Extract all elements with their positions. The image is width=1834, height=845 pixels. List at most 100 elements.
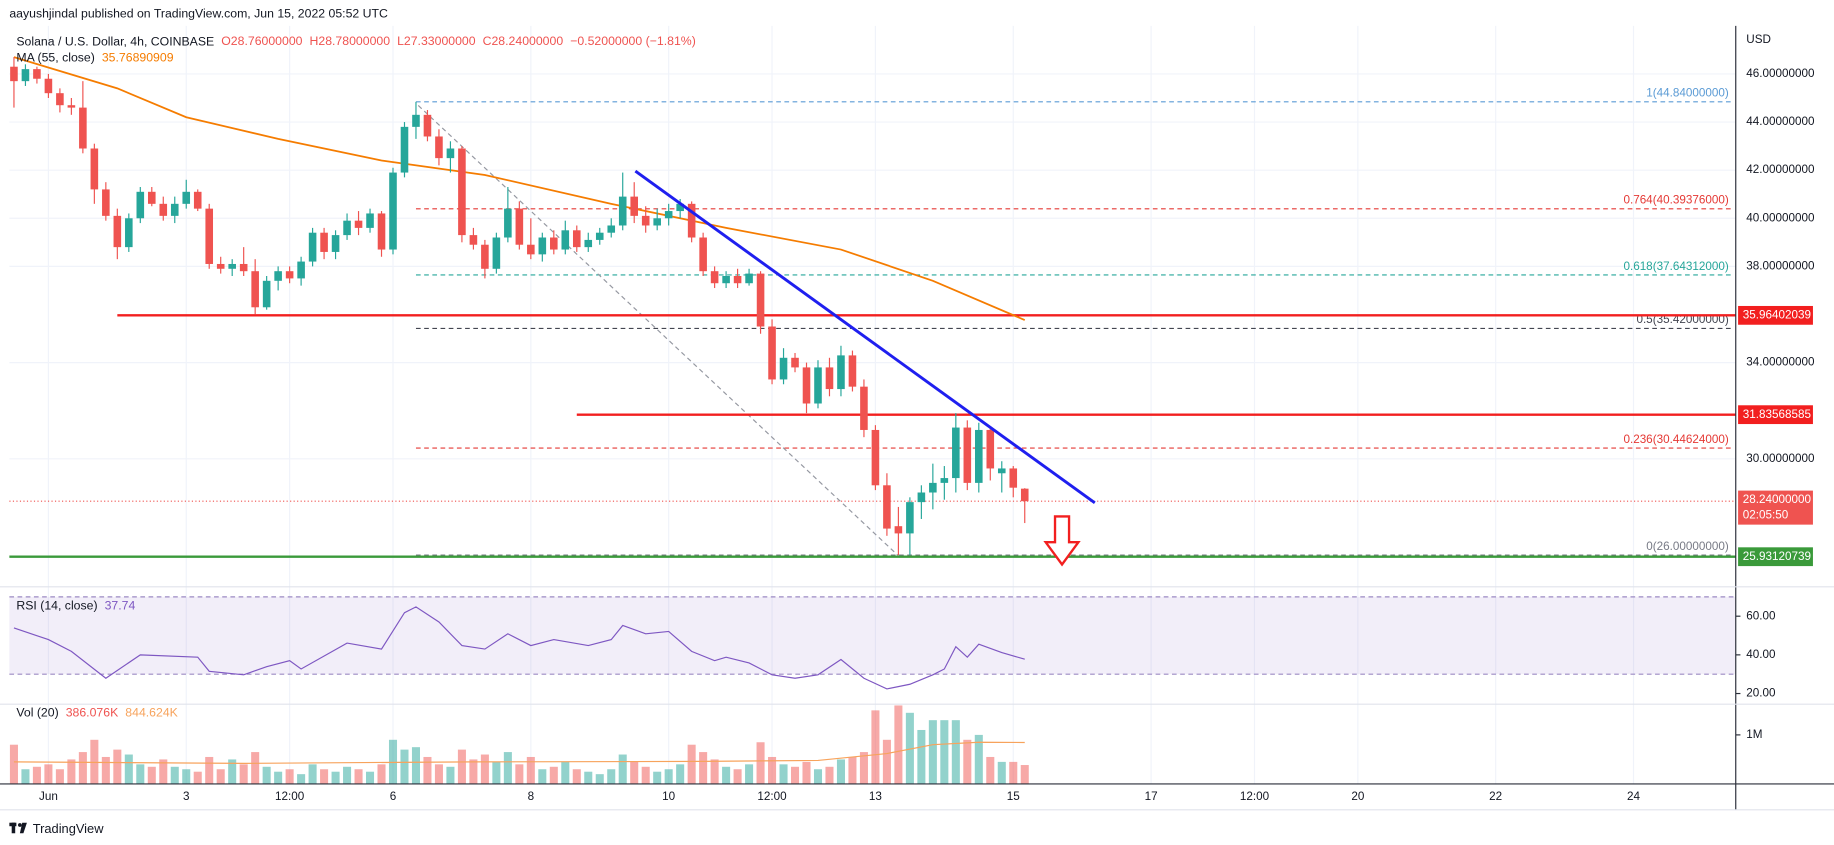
candle-body [653,218,661,226]
candle-body [44,78,53,94]
x-tick-label: Jun [39,790,58,803]
candle-body [56,93,64,106]
candle-body [997,468,1006,474]
volume-bar [917,729,926,784]
volume-ma [13,741,1025,764]
grid [9,25,1741,784]
volume-bar [274,771,283,784]
x-tick-label: 3 [183,790,190,803]
volume-bar [1009,761,1018,784]
candle-body [193,191,202,209]
candle-body [664,211,673,219]
down-arrow [1043,515,1081,567]
candle-body [618,196,627,226]
candle-body [814,367,822,404]
volume-bar [136,764,145,784]
candle-body [377,213,386,250]
logo-part [19,822,27,834]
volume-bar [859,752,868,784]
x-tick-label: 12:00 [757,790,787,803]
candle-body [825,367,834,390]
volume-bar [32,766,41,784]
candle-body [331,235,340,252]
volume-bar [653,771,662,784]
candle-body [251,271,259,308]
volume-bar [687,744,696,784]
logo-part [11,822,16,834]
candle-body [492,237,501,269]
fib-price: 26.00000000 [1657,540,1726,553]
candle-body [791,357,799,368]
x-tick-label: 15 [1007,790,1020,803]
volume-bar [469,759,478,784]
candle-body [297,261,305,279]
ma-legend: MA (55, close) 35.76890909 [16,51,173,65]
rsi-tick-label: 60.00 [1746,609,1776,622]
x-tick-label: 17 [1145,790,1158,803]
candle-body [584,239,593,248]
y-tick-label: 40.00000000 [1746,211,1815,224]
volume-bar [928,720,937,784]
plot: 1(44.84000000) 0.764(40.39376000) 0.618(37… [9,56,1736,784]
fib-label: 0.5(35.42000000) [1636,313,1728,326]
volume-bar [228,759,237,784]
fib-label: 0(26.00000000) [1646,540,1729,553]
x-tick-label: 24 [1627,790,1640,803]
ma-value: 35.76890909 [102,51,174,65]
candle-body [147,191,156,204]
footer-logo [9,822,27,834]
volume-bar [285,769,294,784]
volume-bar [377,764,386,784]
volume-bar [791,766,800,784]
candle-body [469,235,478,245]
volume-bar [871,710,880,784]
volume-bar [147,766,156,784]
volume-bar [618,754,627,784]
candle-body [481,244,489,269]
volume-bar [67,759,76,784]
candle-body [687,203,696,238]
rsi-tick-label: 20.00 [1746,687,1776,700]
volume-bar [595,774,604,784]
candle-body [228,263,236,269]
candle-body [929,482,937,493]
volume-bar [779,764,788,784]
volume-bar [699,752,708,784]
volume-bar [423,756,432,784]
volume-bar [802,761,811,784]
ohlc-value: L27.33000000 [397,34,476,48]
volume-bar [813,769,823,784]
volume-bar [756,742,765,784]
fib-ratio: 0 [1646,540,1653,553]
candle-body [963,427,972,483]
volume-bar [320,769,329,784]
volume-bar [963,739,972,784]
volume-bar [113,749,122,784]
candle-body [412,114,420,127]
volume-name: Vol (20) [16,706,58,720]
candle-body [90,148,99,190]
candle-body [917,492,926,503]
ma-name: MA (55, close) [16,51,94,65]
fib-label: 0.764(40.39376000) [1623,194,1728,207]
candle-body [940,478,949,483]
volume-bar [182,769,191,784]
volume-bar [664,769,673,784]
fib-ratio: 0.5 [1636,313,1653,326]
volume-bar [44,764,53,784]
volume-bar [331,771,340,784]
candle-body [733,276,742,284]
fib-price: 44.84000000 [1657,87,1726,100]
fib-label: 0.236(30.44624000) [1623,433,1728,446]
x-tick-label: 8 [528,790,535,803]
candle-body [125,218,133,248]
price-tag [1738,547,1813,567]
volume-bar [974,734,983,784]
x-tick-label: 12:00 [275,790,305,803]
volume-bar [825,766,834,784]
volume-bar [251,752,260,784]
y-tick-label: 34.00000000 [1746,356,1815,369]
volume-bar [894,705,903,784]
countdown: 02:05:50 [1743,508,1789,521]
